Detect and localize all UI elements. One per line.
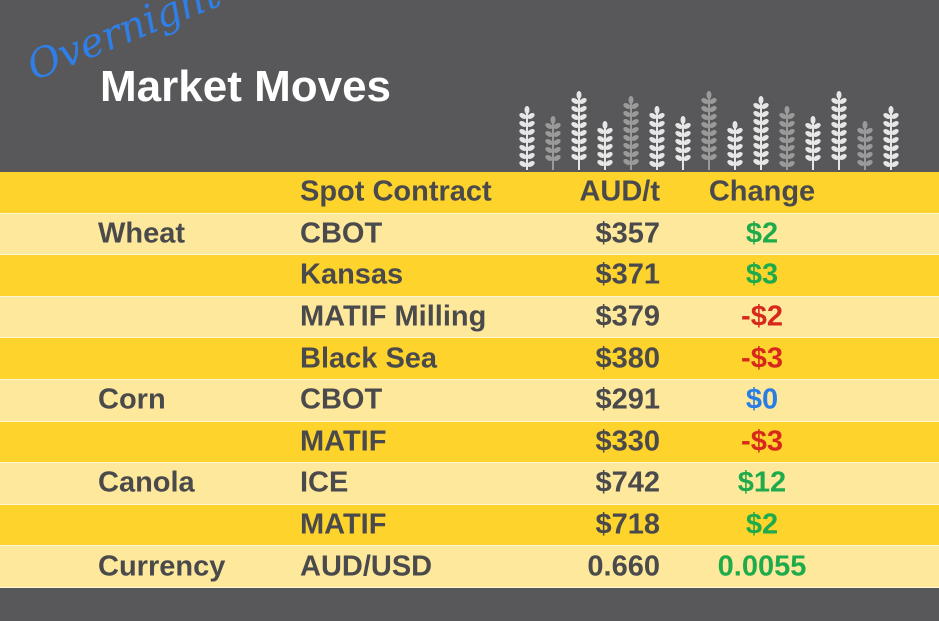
wheat-stalk (519, 106, 535, 170)
wheat-stalk (857, 121, 873, 170)
column-header: Change (708, 175, 816, 208)
wheat-stalk (727, 121, 743, 170)
wheat-stalk (883, 106, 899, 170)
column-header: Spot Contract (300, 175, 492, 208)
contract: Black Sea (300, 342, 438, 375)
price: $379 (595, 300, 660, 333)
price: $380 (595, 342, 660, 375)
price: $291 (595, 383, 660, 416)
change: $12 (737, 466, 787, 499)
contract: MATIF Milling (300, 300, 487, 333)
price: $371 (595, 258, 660, 291)
table-row: MATIF Milling $379 -$2 (0, 296, 939, 339)
wheat-stalk (571, 91, 587, 170)
wheat-decoration (519, 91, 899, 170)
change: -$2 (741, 300, 783, 333)
contract: AUD/USD (300, 550, 433, 583)
table-row: Canola ICE $742 $12 (0, 463, 939, 505)
title: Market Moves (100, 62, 392, 111)
contract: CBOT (300, 383, 383, 416)
table-row: Currency AUD/USD 0.660 0.0055 (0, 546, 939, 588)
table-row: MATIF $330 -$3 (0, 421, 939, 464)
commodity: Wheat (98, 217, 185, 250)
commodity: Corn (98, 383, 166, 416)
commodity: Canola (98, 466, 195, 499)
header: Overnight Market Moves (0, 0, 939, 170)
table-row: Corn CBOT $291 $0 (0, 379, 939, 422)
change: $0 (745, 383, 779, 416)
column-header: AUD/t (579, 175, 660, 208)
wheat-stalk (649, 106, 665, 170)
contract: MATIF (300, 508, 387, 541)
change: 0.0055 (717, 550, 807, 583)
table-row: MATIF $718 $2 (0, 504, 939, 547)
wheat-stalk (753, 96, 769, 170)
commodity: Currency (98, 550, 226, 583)
change: $2 (745, 508, 779, 541)
wheat-stalk (779, 106, 795, 170)
price: $330 (595, 425, 660, 458)
change: -$3 (741, 425, 783, 458)
table-row: Black Sea $380 -$3 (0, 338, 939, 380)
wheat-stalk (831, 91, 847, 170)
wheat-stalk (597, 121, 613, 170)
change: $2 (745, 217, 779, 250)
price: $742 (595, 466, 660, 499)
wheat-stalk (623, 96, 639, 170)
wheat-stalk (805, 116, 821, 170)
table-row: Wheat CBOT $357 $2 (0, 213, 939, 256)
table: Spot Contract AUD/t Change Wheat CBOT $357 $2 K… (0, 172, 939, 588)
wheat-stalk (675, 116, 691, 170)
table-row: Kansas $371 $3 (0, 255, 939, 297)
price: $718 (595, 508, 660, 541)
change: -$3 (741, 342, 783, 375)
wheat-stalk (545, 116, 561, 170)
price: 0.660 (587, 550, 660, 583)
contract: ICE (300, 466, 349, 499)
change: $3 (745, 258, 779, 291)
contract: MATIF (300, 425, 387, 458)
wheat-stalk (701, 91, 717, 170)
header-row: Spot Contract AUD/t Change (0, 172, 939, 214)
contract: CBOT (300, 217, 383, 250)
price: $357 (595, 217, 660, 250)
contract: Kansas (300, 258, 404, 291)
